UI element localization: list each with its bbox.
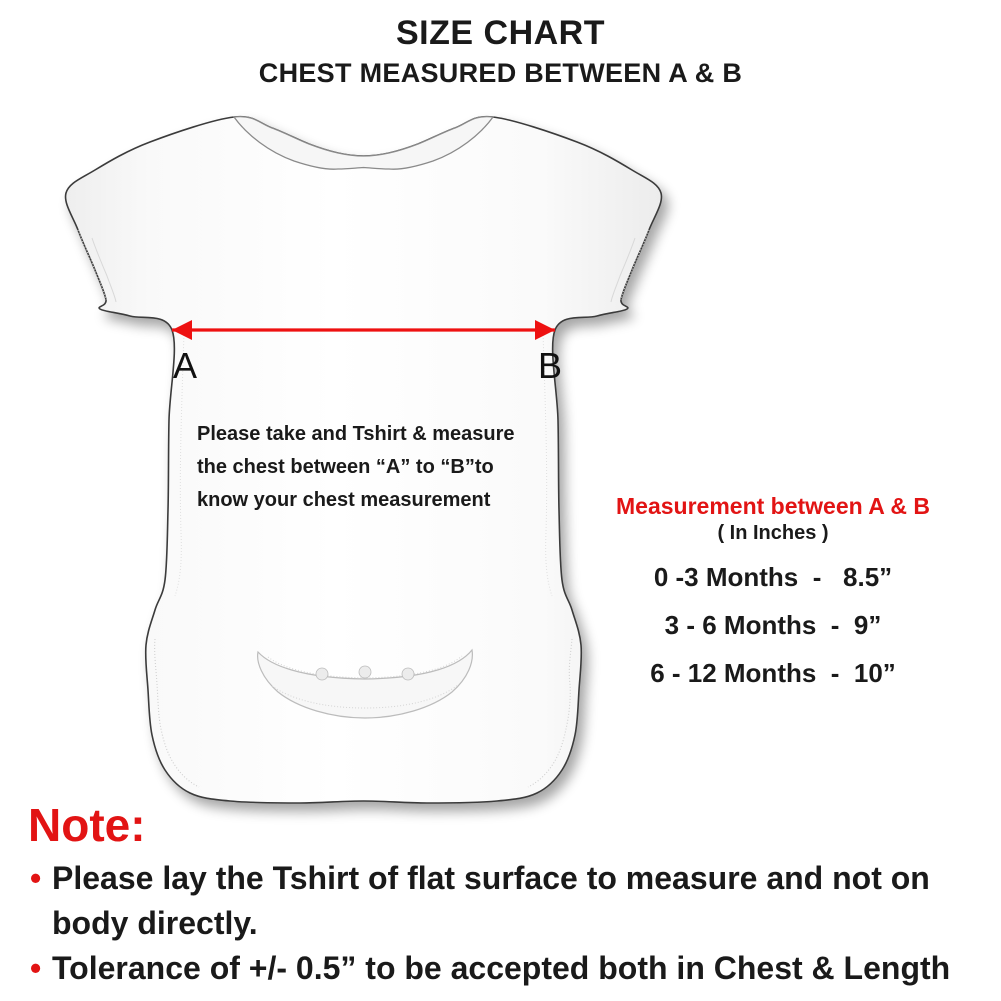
svg-text:B: B — [538, 345, 562, 386]
svg-text:A: A — [173, 345, 197, 386]
